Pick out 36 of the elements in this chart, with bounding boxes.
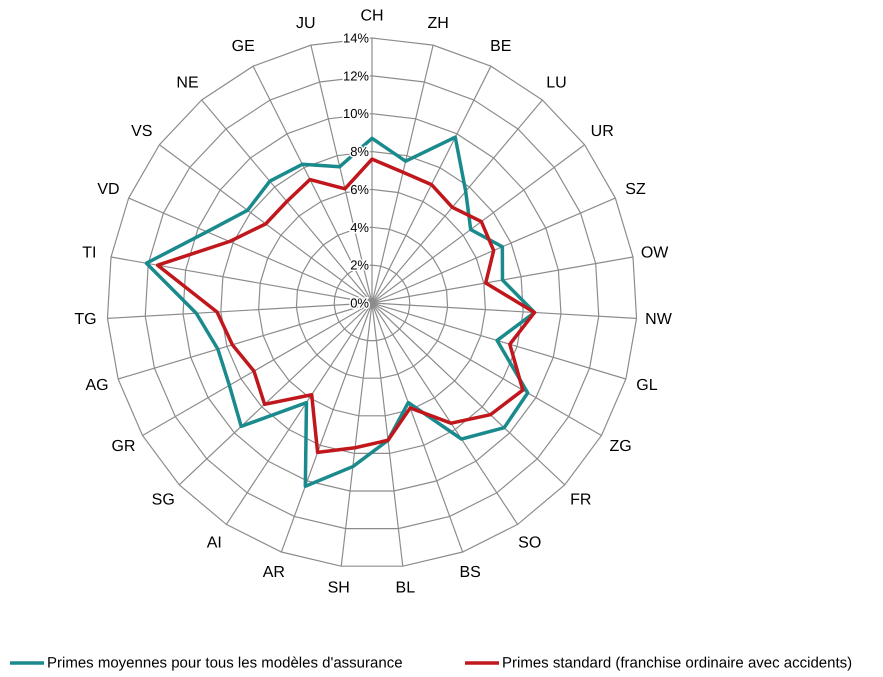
spoke-label: JU xyxy=(296,15,316,32)
spoke-label: AR xyxy=(262,564,285,582)
y-tick-label: 4% xyxy=(350,220,370,235)
spoke-label: SZ xyxy=(625,180,646,198)
spoke-label: BE xyxy=(490,38,512,56)
spoke-label: BL xyxy=(396,580,416,597)
spoke-label: VD xyxy=(97,180,120,198)
spoke-label: GL xyxy=(636,376,658,394)
spoke-label: SH xyxy=(328,580,350,597)
spoke-label: TG xyxy=(74,311,97,328)
y-tick-label: 6% xyxy=(350,182,370,197)
y-tick-label: 2% xyxy=(350,258,370,273)
legend-label: Primes moyennes pour tous les modèles d'assurance xyxy=(47,654,403,672)
spoke-label: ZH xyxy=(428,15,449,32)
spoke-label: FR xyxy=(570,491,592,508)
spoke-label: GE xyxy=(232,38,255,56)
y-tick-label: 10% xyxy=(342,106,370,122)
spoke-label: OW xyxy=(640,244,670,262)
spoke-label: SG xyxy=(152,491,175,508)
y-tick-label: 0% xyxy=(350,296,370,310)
y-tick-label: 12% xyxy=(342,68,370,84)
spoke-label: NW xyxy=(645,311,673,328)
legend-label: Primes standard (franchise ordinaire avec accidents) xyxy=(502,654,852,672)
spoke-label: ZG xyxy=(609,438,632,455)
spoke-label: VS xyxy=(131,123,152,140)
spoke-label: AI xyxy=(206,534,222,552)
y-tick-label: 14% xyxy=(342,30,370,46)
spoke-label: TI xyxy=(82,244,96,262)
spoke-label: NE xyxy=(176,74,199,92)
spoke-label: CH xyxy=(360,8,384,24)
spoke-label: LU xyxy=(546,74,567,92)
spoke-label: BS xyxy=(459,564,481,582)
spoke-label: SO xyxy=(518,534,542,552)
spoke-label: GR xyxy=(111,438,136,455)
spoke-label: UR xyxy=(590,123,614,140)
spoke-label: AG xyxy=(85,376,109,394)
